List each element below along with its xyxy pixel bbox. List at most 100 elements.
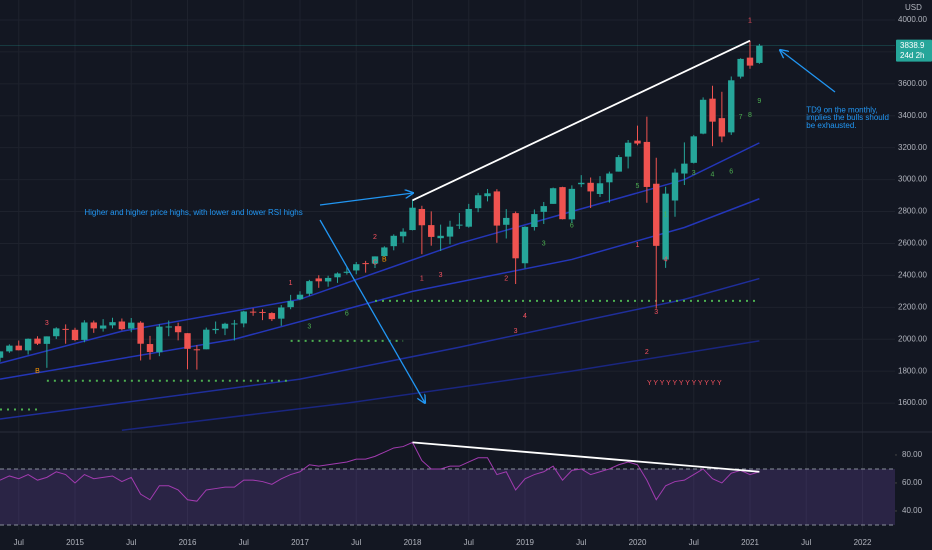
candle-body [662,193,669,260]
candle-body [15,345,22,351]
candle-body [156,326,163,353]
candle-body [296,294,304,300]
candle-body [381,247,388,257]
candle-body [718,118,726,137]
candle-body [418,208,426,226]
candle-body [587,182,594,192]
price-tag-value: 3838.9 [900,41,925,50]
candle-body [437,235,444,239]
candle-body [62,328,69,330]
td-label: 6 [729,168,733,175]
td-label: 2 [645,349,649,356]
candle-body [549,188,557,204]
candle-body [681,163,688,174]
y-tick-label: 2800.00 [898,207,927,216]
td-label: 3 [439,272,443,279]
y-tick-label: 4000.00 [898,15,927,24]
candle-body [709,98,716,122]
axes: Jul 2015 Jul 2016 Jul 2017 Jul 2018 Jul 2019 Jul 20… [14,3,932,547]
candle-body [465,208,472,227]
candle-body [278,307,285,319]
candle-body [99,325,107,329]
trend-line [412,441,760,473]
candle-body [174,326,182,333]
td-label: B [382,256,387,263]
x-tick-label: 2016 [179,538,197,547]
candle-body [287,301,294,308]
candle-body [184,333,191,349]
candle-body [746,57,754,66]
candle-body [109,322,116,326]
td-label: 8 [748,112,752,119]
annotation: Higher and higher price highs, with lowe… [84,208,302,217]
candle-body [624,142,632,157]
annotation: implies the bulls should [806,113,889,122]
candle-body [268,313,276,320]
annotation: TD9 on the monthly, [806,105,877,114]
candle-body [193,349,201,351]
x-tick-label: 2015 [66,538,84,547]
candle-body [306,281,313,294]
candle-body [521,226,529,264]
candle-body [71,329,79,341]
moving-average [0,198,760,380]
td-label: Y Y Y Y Y Y Y Y Y Y Y Y [647,380,722,387]
candle-body [559,187,566,220]
td-label: 6 [345,311,349,318]
candle-body [409,207,416,231]
td-label: 4 [711,172,715,179]
candle-body [531,214,538,228]
candle-body [221,323,229,329]
candle-body [484,193,491,197]
candle-body [606,173,613,183]
x-tick-label: 2019 [516,538,534,547]
candle-body [615,157,622,172]
price-tag [896,39,932,62]
y-tick-label: 3000.00 [898,175,927,184]
td-label: 3 [692,170,696,177]
candle-body [324,277,332,282]
candle-body [203,329,210,350]
td-label: 4 [523,313,527,320]
y-tick-label: 3400.00 [898,111,927,120]
x-tick-label: 2022 [854,538,872,547]
candle-body [737,58,744,77]
y-tick-label: 1800.00 [898,366,927,375]
td-label: 7 [739,114,743,121]
arrow [319,193,413,206]
y-tick-label: 2000.00 [898,334,927,343]
trend-line [412,39,751,202]
candle-body [137,322,144,344]
y-tick-label: 80.00 [902,450,923,459]
candle-body [249,311,257,313]
td-label: 3 [654,309,658,316]
candle-body [259,311,266,313]
candle-body [446,226,454,237]
td-label: 4 [664,256,668,263]
candle-body [362,263,369,265]
x-tick-label: 2021 [741,538,759,547]
x-tick-label: Jul [14,538,24,547]
td-label: C [372,259,377,266]
candle-body [634,140,641,144]
x-tick-label: Jul [126,538,136,547]
candle-body [756,45,763,63]
candle-body [43,336,51,344]
td-label: 3 [307,323,311,330]
candle-body [456,224,463,226]
candle-body [493,191,501,226]
candle-body [165,326,172,328]
moving-average [121,340,760,431]
td-label: 1 [636,242,640,249]
y-tick-label: 3600.00 [898,79,927,88]
x-tick-label: Jul [689,538,699,547]
x-tick-label: 2017 [291,538,309,547]
candle-body [128,322,135,329]
y-tick-label: 2200.00 [898,302,927,311]
candle-body [568,188,576,220]
candle-body [343,271,351,273]
candle-body [0,351,4,358]
y-tick-label: 2400.00 [898,270,927,279]
candle-body [24,338,32,351]
